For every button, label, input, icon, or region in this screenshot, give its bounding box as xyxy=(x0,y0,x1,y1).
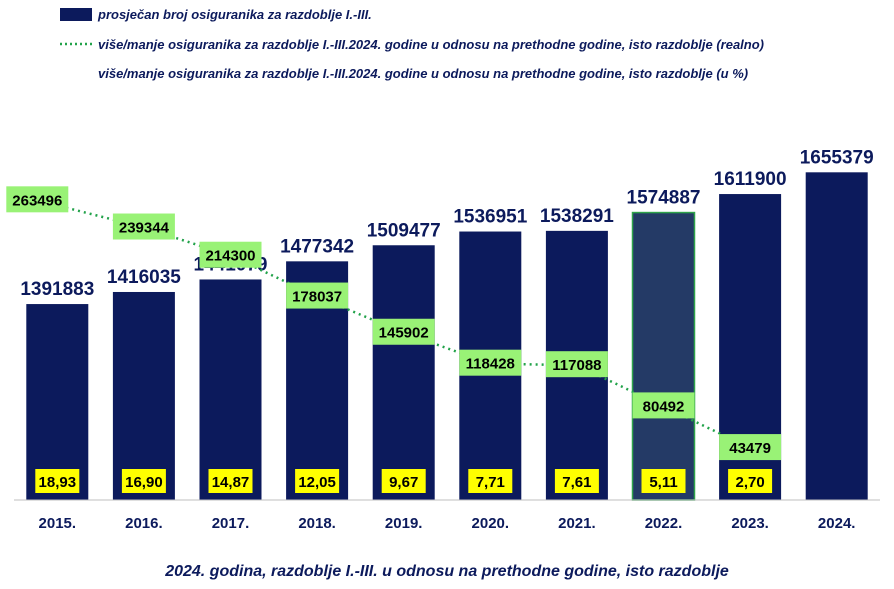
x-tick-label: 2019. xyxy=(385,515,423,532)
x-tick-label: 2017. xyxy=(212,515,250,532)
pct-label-bg xyxy=(121,469,166,493)
bar-2017 xyxy=(199,279,262,500)
pct-label: 14,87 xyxy=(212,474,250,491)
diff-label: 239344 xyxy=(119,220,170,237)
pct-label: 18,93 xyxy=(39,474,77,491)
diff-label: 43479 xyxy=(729,440,771,457)
pct-label: 9,67 xyxy=(389,474,418,491)
diff-label-bg xyxy=(632,392,695,419)
diff-label-bg xyxy=(6,186,69,213)
pct-label: 16,90 xyxy=(125,474,163,491)
diff-label: 263496 xyxy=(12,192,62,209)
diff-label: 178037 xyxy=(292,289,342,306)
bar-value-label: 1509477 xyxy=(367,220,441,241)
pct-label-bg xyxy=(35,469,80,493)
legend-label-pct: više/manje osiguranika za razdoblje I.-I… xyxy=(98,66,748,81)
diff-label: 118428 xyxy=(466,356,515,373)
pct-label-bg xyxy=(641,469,686,493)
pct-label-bg xyxy=(295,469,340,493)
diff-label: 80492 xyxy=(643,398,685,415)
bar-2016 xyxy=(112,291,175,500)
diff-label: 145902 xyxy=(379,325,429,342)
diff-label: 214300 xyxy=(205,248,255,265)
bar-values-group: 1391883141603514410791477342150947715369… xyxy=(20,147,873,300)
bar-2024 xyxy=(805,172,868,501)
chart-caption: 2024. godina, razdoblje I.-III. u odnosu… xyxy=(164,563,729,580)
bar-value-label: 1655379 xyxy=(800,147,874,168)
bar-value-label: 1611900 xyxy=(714,169,787,190)
bar-value-label: 1574887 xyxy=(627,188,701,209)
bar-2022 xyxy=(631,211,696,501)
diff-label-bg xyxy=(286,282,349,309)
x-tick-label: 2016. xyxy=(125,515,163,532)
diff-label-bg xyxy=(545,351,608,378)
pct-label: 7,61 xyxy=(562,474,591,491)
bar-value-label: 1416035 xyxy=(107,267,181,288)
legend: prosječan broj osiguranika za razdoblje … xyxy=(60,7,764,81)
x-tick-label: 2022. xyxy=(645,515,683,532)
diff-label-bg xyxy=(372,318,435,345)
legend-label-line: više/manje osiguranika za razdoblje I.-I… xyxy=(98,37,764,52)
x-tick-label: 2020. xyxy=(472,515,510,532)
pct-label: 5,11 xyxy=(649,474,677,491)
pct-label: 2,70 xyxy=(735,474,764,491)
pct-label-bg xyxy=(381,469,426,493)
pct-label-bg xyxy=(208,469,253,493)
diff-labels-group: 263496 239344 214300 178037 145902 118428 1170… xyxy=(6,186,782,461)
bar-2015 xyxy=(26,304,89,500)
diff-label-bg xyxy=(719,434,782,461)
pct-labels-group: 18,93 16,90 14,87 12,05 9,67 7,71 7,61 5,11 2,70 xyxy=(35,469,773,493)
pct-label-bg xyxy=(554,469,599,493)
diff-label-bg xyxy=(459,349,522,376)
pct-label-bg xyxy=(728,469,773,493)
x-tick-label: 2015. xyxy=(39,515,77,532)
diff-label-bg xyxy=(199,241,262,268)
pct-label: 7,71 xyxy=(476,474,505,491)
x-axis-ticks: 2015. 2016. 2017. 2018. 2019. 2020. 2021. 2022.… xyxy=(39,515,856,532)
bar-value-label: 1391883 xyxy=(20,279,94,300)
pct-label-bg xyxy=(468,469,513,493)
x-tick-label: 2023. xyxy=(731,515,769,532)
bar-value-label: 1536951 xyxy=(453,207,527,228)
x-tick-label: 2024. xyxy=(818,515,856,532)
x-tick-label: 2021. xyxy=(558,515,596,532)
legend-label-bar: prosječan broj osiguranika za razdoblje … xyxy=(97,7,372,22)
diff-label-bg xyxy=(112,213,175,240)
diff-label: 117088 xyxy=(552,357,601,374)
pct-label: 12,05 xyxy=(298,474,336,491)
legend-swatch-bar xyxy=(60,8,92,21)
bar-value-label: 1477342 xyxy=(280,236,354,257)
bar-value-label: 1538291 xyxy=(540,206,614,227)
bar-2019 xyxy=(372,245,435,500)
x-tick-label: 2018. xyxy=(298,515,336,532)
